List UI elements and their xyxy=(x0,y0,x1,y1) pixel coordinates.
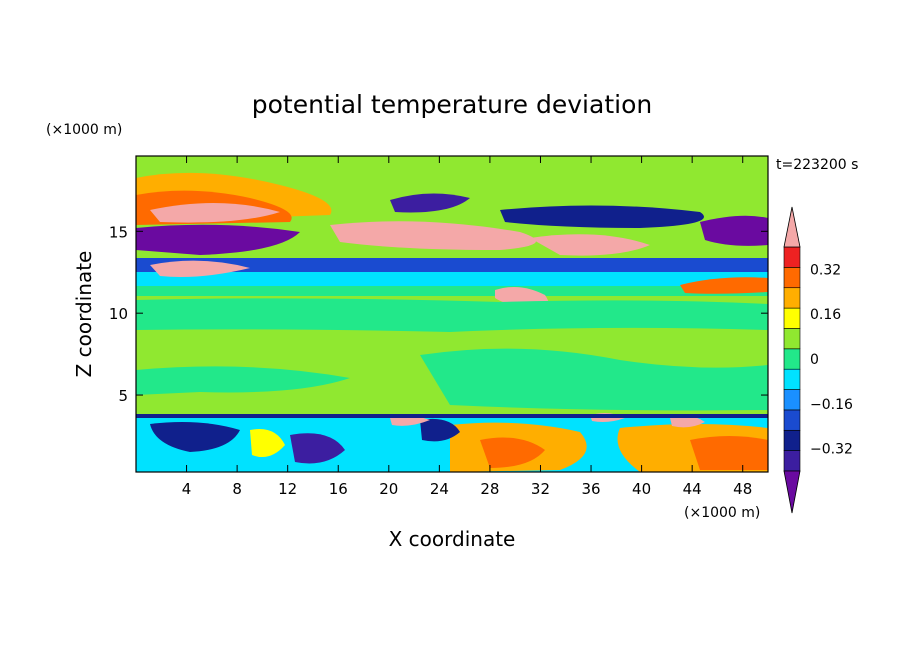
bl-red-far-east xyxy=(690,436,768,470)
colorbar-box xyxy=(783,368,801,390)
band-teal-upper xyxy=(136,286,768,296)
x-axis-label: X coordinate xyxy=(389,527,516,551)
colorbar-box xyxy=(783,389,801,411)
x-units-label: (×1000 m) xyxy=(684,505,760,521)
bl-pink-fareast xyxy=(670,415,705,428)
x-tick-label: 48 xyxy=(733,480,752,498)
x-tick-label: 4 xyxy=(182,480,192,498)
band-blue-layer xyxy=(136,258,768,272)
y-units-label: (×1000 m) xyxy=(46,122,122,138)
patch-pink-top xyxy=(150,202,280,223)
plot-frame xyxy=(135,155,769,473)
x-tick-label: 20 xyxy=(379,480,398,498)
x-tick-label: 8 xyxy=(232,480,242,498)
patch-teal-low xyxy=(136,366,350,395)
patch-pink-right xyxy=(530,234,650,256)
band-cyan-upper xyxy=(136,270,768,286)
x-axis: 4 8 12 16 20 24 28 32 36 40 44 48 xyxy=(182,156,752,498)
patch-orange-right xyxy=(680,277,768,294)
bl-pink-strip xyxy=(390,415,430,426)
time-label: t=223200 s xyxy=(776,157,858,173)
patch-purple-right xyxy=(700,215,768,246)
colorbar-extend-bottom xyxy=(783,470,801,514)
patch-teal-low-right xyxy=(420,348,768,411)
bl-navy-central xyxy=(420,418,460,442)
colorbar-box xyxy=(783,307,801,329)
colorbar-box xyxy=(783,450,801,472)
x-tick-label: 28 xyxy=(480,480,499,498)
x-tick-label: 44 xyxy=(683,480,702,498)
colorbar-extend-top xyxy=(783,206,801,248)
colorbar: 0.32 0.16 0 −0.16 −0.32 xyxy=(783,206,853,514)
colorbar-box xyxy=(783,267,801,289)
colorbar-box xyxy=(783,287,801,309)
x-tick-label: 40 xyxy=(632,480,651,498)
x-tick-label: 24 xyxy=(430,480,449,498)
colorbar-tick-label: 0.32 xyxy=(810,262,841,278)
x-tick-label: 12 xyxy=(278,480,297,498)
colorbar-tick-label: −0.16 xyxy=(810,397,853,413)
y-axis-label: Z coordinate xyxy=(72,251,96,378)
colorbar-box xyxy=(783,348,801,370)
y-tick-label: 15 xyxy=(109,223,128,241)
colorbar-box xyxy=(783,328,801,350)
patch-pink-lower xyxy=(150,260,250,277)
patch-navy-right xyxy=(500,205,704,228)
patch-purple-mid xyxy=(390,193,470,213)
y-tick-label: 5 xyxy=(118,387,128,405)
bl-red-east xyxy=(480,437,545,468)
bl-yellow-west xyxy=(250,429,285,458)
y-axis: 5 10 15 xyxy=(109,223,768,405)
bl-navy-cap xyxy=(136,414,768,418)
patch-pink-mid xyxy=(330,221,536,250)
colorbar-box xyxy=(783,246,801,268)
x-tick-label: 16 xyxy=(329,480,348,498)
patch-purple-left xyxy=(136,224,300,255)
x-tick-label: 32 xyxy=(531,480,550,498)
colorbar-box xyxy=(783,409,801,431)
colorbar-tick-label: −0.32 xyxy=(810,442,853,458)
colorbar-tick-label: 0 xyxy=(810,352,819,368)
colorbar-tick-label: 0.16 xyxy=(810,307,841,323)
contour-field xyxy=(136,156,768,472)
bl-navy-west xyxy=(150,422,240,452)
y-tick-label: 10 xyxy=(109,305,128,323)
patch-teal-middle xyxy=(136,298,768,332)
bl-purple-central xyxy=(290,433,345,464)
colorbar-box xyxy=(783,429,801,451)
chart-title: potential temperature deviation xyxy=(252,90,652,119)
x-tick-label: 36 xyxy=(581,480,600,498)
